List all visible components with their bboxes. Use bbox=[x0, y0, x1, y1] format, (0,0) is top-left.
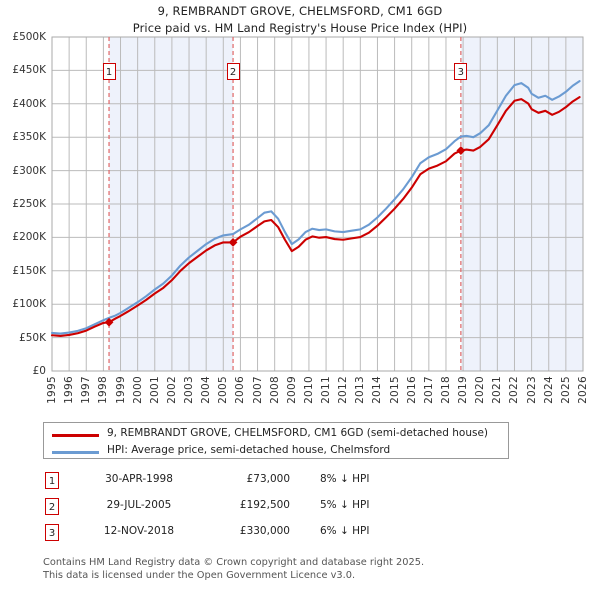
legend-color-swatch bbox=[52, 434, 99, 437]
chart-marker-2: 2 bbox=[226, 63, 240, 80]
y-axis-tick-label: £200K bbox=[12, 231, 46, 244]
y-axis-tick-label: £450K bbox=[12, 64, 46, 77]
x-axis-tick-label: 2016 bbox=[405, 376, 418, 404]
x-axis-tick-label: 2011 bbox=[320, 376, 333, 404]
title-line-2: Price paid vs. HM Land Registry's House … bbox=[132, 21, 468, 35]
transaction-date: 12-NOV-2018 bbox=[103, 525, 175, 537]
legend-label: 9, REMBRANDT GROVE, CHELMSFORD, CM1 6GD … bbox=[107, 427, 489, 439]
x-axis-tick-label: 2017 bbox=[422, 376, 435, 404]
page-title: 9, REMBRANDT GROVE, CHELMSFORD, CM1 6GD … bbox=[0, 3, 600, 37]
footer-line-1: Contains HM Land Registry data © Crown c… bbox=[43, 557, 425, 568]
y-axis-tick-label: £250K bbox=[12, 198, 46, 210]
x-axis-tick-label: 2007 bbox=[251, 376, 264, 404]
x-axis-tick-label: 2010 bbox=[302, 376, 315, 404]
y-axis-tick-label: £300K bbox=[12, 164, 46, 177]
transaction-hpi-delta: 6% ↓ HPI bbox=[320, 525, 370, 537]
x-axis-tick-label: 2003 bbox=[183, 376, 196, 404]
table-row: 3 12-NOV-2018 £330,000 6% ↓ HPI bbox=[0, 522, 600, 548]
transaction-price: £73,000 bbox=[246, 473, 290, 485]
transaction-hpi-delta: 5% ↓ HPI bbox=[320, 499, 370, 511]
x-axis-tick-label: 2008 bbox=[268, 376, 281, 404]
legend-label: HPI: Average price, semi-detached house,… bbox=[107, 444, 391, 456]
title-line-1: 9, REMBRANDT GROVE, CHELMSFORD, CM1 6GD bbox=[157, 4, 443, 18]
x-axis-tick-label: 1999 bbox=[114, 376, 127, 404]
x-axis-tick-label: 1996 bbox=[63, 376, 76, 404]
x-axis-tick-label: 2006 bbox=[234, 376, 247, 404]
transaction-hpi-delta: 8% ↓ HPI bbox=[320, 473, 370, 485]
chart-legend: 9, REMBRANDT GROVE, CHELMSFORD, CM1 6GD … bbox=[43, 422, 509, 459]
chart-marker-3: 3 bbox=[454, 63, 468, 80]
footer-line-2: This data is licensed under the Open Gov… bbox=[43, 569, 356, 581]
transaction-date: 29-JUL-2005 bbox=[106, 499, 172, 511]
transactions-table: 1 30-APR-1998 £73,000 8% ↓ HPI 2 29-JUL-2005 £… bbox=[0, 470, 600, 548]
x-axis-tick-label: 2026 bbox=[577, 376, 589, 404]
x-axis-tick-label: 2002 bbox=[165, 376, 178, 404]
y-axis-tick-label: £0 bbox=[32, 365, 46, 377]
x-axis-tick-label: 2012 bbox=[337, 376, 350, 404]
table-row: 2 29-JUL-2005 £192,500 5% ↓ HPI bbox=[0, 496, 600, 522]
x-axis-tick-label: 1995 bbox=[46, 376, 58, 404]
legend-color-swatch bbox=[52, 451, 99, 454]
transaction-index-badge: 3 bbox=[45, 524, 59, 541]
y-axis-tick-label: £400K bbox=[12, 97, 46, 110]
transaction-price: £330,000 bbox=[239, 525, 290, 537]
transaction-index-badge: 1 bbox=[45, 472, 59, 489]
x-axis-tick-label: 2013 bbox=[354, 376, 367, 404]
x-axis-tick-label: 2005 bbox=[217, 376, 230, 404]
x-axis-tick-label: 2009 bbox=[285, 376, 298, 404]
transaction-date: 30-APR-1998 bbox=[105, 473, 173, 485]
x-axis-tick-label: 2022 bbox=[508, 376, 521, 404]
legend-row: HPI: Average price, semi-detached house,… bbox=[44, 443, 508, 461]
x-axis-tick-label: 2021 bbox=[491, 376, 504, 404]
transaction-index-badge: 2 bbox=[45, 498, 59, 515]
y-axis-tick-label: £350K bbox=[12, 131, 46, 144]
transaction-price: £192,500 bbox=[239, 499, 290, 511]
y-axis-tick-label: £100K bbox=[12, 298, 46, 311]
chart-marker-1: 1 bbox=[102, 63, 116, 80]
price-history-line-chart bbox=[50, 36, 584, 372]
x-axis-tick-label: 2019 bbox=[457, 376, 470, 404]
legend-row: 9, REMBRANDT GROVE, CHELMSFORD, CM1 6GD … bbox=[44, 426, 508, 444]
x-axis-tick-label: 2023 bbox=[525, 376, 538, 404]
x-axis-tick-label: 2020 bbox=[474, 376, 487, 404]
x-axis-tick-label: 2015 bbox=[388, 376, 401, 404]
x-axis-tick-label: 2025 bbox=[559, 376, 572, 404]
y-axis-tick-label: £500K bbox=[12, 31, 46, 43]
x-axis-tick-label: 2014 bbox=[371, 376, 384, 404]
y-axis-tick-label: £50K bbox=[19, 331, 46, 344]
footer-attribution: Contains HM Land Registry data © Crown c… bbox=[43, 557, 583, 582]
x-axis-tick-label: 1997 bbox=[80, 376, 93, 404]
x-axis-tick-label: 2004 bbox=[200, 376, 213, 404]
x-axis-tick-label: 1998 bbox=[97, 376, 110, 404]
y-axis-tick-label: £150K bbox=[12, 264, 46, 277]
chart-plot-area: £0 £50K £100K £150K £200K £250K £300K £350K £400… bbox=[0, 31, 600, 404]
x-axis-tick-label: 2001 bbox=[148, 376, 161, 404]
table-row: 1 30-APR-1998 £73,000 8% ↓ HPI bbox=[0, 470, 600, 496]
x-axis-tick-label: 2018 bbox=[439, 376, 452, 404]
x-axis-tick-label: 2000 bbox=[131, 376, 144, 404]
x-axis-tick-label: 2024 bbox=[542, 376, 555, 404]
